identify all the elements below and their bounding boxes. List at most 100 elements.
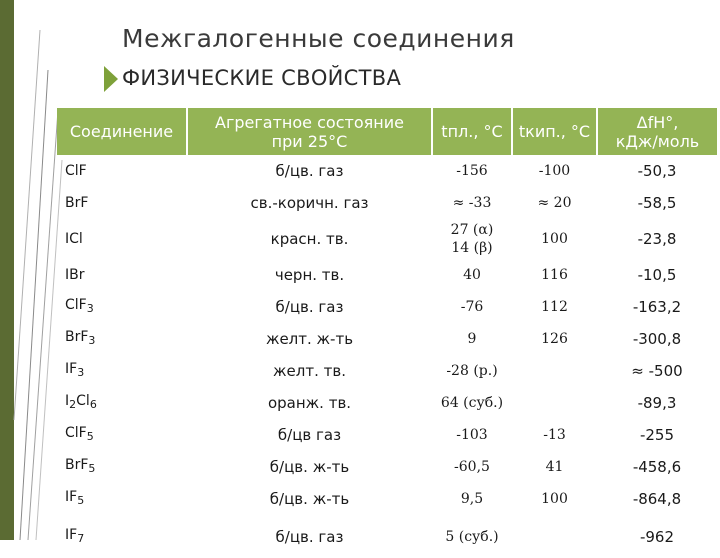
enthalpy-cell: ≈ -500 <box>631 362 683 380</box>
header-text-line: Соединение <box>69 122 174 141</box>
state-cell: б/цв. ж-ть <box>269 490 350 508</box>
enthalpy-cell: -23,8 <box>637 230 677 248</box>
table-row: ICl красн. тв. 27 (α) 14 (β) 100 -23,8 <box>57 219 717 259</box>
state-cell: желт. тв. <box>273 362 346 380</box>
melting-point-cell: -156 <box>432 155 512 187</box>
boiling-point-cell: 112 <box>541 299 568 315</box>
table-row: BrF3 желт. ж-ть 9 126 -300,8 <box>57 323 717 355</box>
state-cell: б/цв. газ <box>275 527 344 546</box>
melting-point-value: 9,5 <box>460 491 484 507</box>
header-compound: Соединение <box>57 108 188 155</box>
melting-point-cell: 9,5 <box>432 483 512 515</box>
table-row: ClF5 б/цв газ -103 -13 -255 <box>57 419 717 451</box>
boiling-point-cell: 126 <box>541 331 568 347</box>
melting-point-value: 27 (α) <box>450 222 494 238</box>
boiling-point-cell: -100 <box>538 163 571 179</box>
state-cell: б/цв. ж-ть <box>269 458 350 476</box>
state-cell: б/цв газ <box>277 426 342 444</box>
state-cell: св.-коричн. газ <box>250 194 369 212</box>
enthalpy-cell: -864,8 <box>632 490 682 508</box>
state-cell: черн. тв. <box>274 266 345 284</box>
boiling-point-cell <box>512 515 597 558</box>
header-row: Соединение Агрегатное состояние при 25°С tп… <box>57 108 717 155</box>
compound-cell: ClF3 <box>65 297 94 315</box>
enthalpy-cell: -255 <box>639 426 675 444</box>
melting-point-cell: -103 <box>432 419 512 451</box>
table-row: I2Cl6 оранж. тв. 64 (суб.) -89,3 <box>57 387 717 419</box>
enthalpy-cell: -300,8 <box>632 330 682 348</box>
header-enthalpy: ΔfH°, кДж/моль <box>597 108 717 155</box>
enthalpy-cell: -458,6 <box>632 458 682 476</box>
melting-point-value: -28 (р.) <box>446 363 498 379</box>
properties-table: Соединение Агрегатное состояние при 25°С tп… <box>57 108 717 558</box>
boiling-point-cell: -13 <box>543 427 566 443</box>
state-cell: оранж. тв. <box>267 394 352 412</box>
melting-point-cell: -28 (р.) <box>432 355 512 387</box>
boiling-point-cell: 116 <box>541 267 568 283</box>
enthalpy-cell: -50,3 <box>637 162 677 180</box>
header-boiling-point: tкип., °С <box>512 108 598 155</box>
melting-point-value: 9 <box>467 331 477 347</box>
header-text-line: ΔfH°, <box>636 112 679 132</box>
enthalpy-cell: -89,3 <box>637 394 677 412</box>
header-text-line: tкип., °С <box>518 122 591 141</box>
compound-cell: ICl <box>65 231 83 247</box>
compound-cell: ClF5 <box>65 425 94 443</box>
melting-point-value: ≈ -33 <box>452 195 492 211</box>
table-row: ClF3 б/цв. газ -76 112 -163,2 <box>57 291 717 323</box>
table-row: IF5 б/цв. ж-ть 9,5 100 -864,8 <box>57 483 717 515</box>
melting-point-value: -60,5 <box>454 459 490 475</box>
enthalpy-cell: -962 <box>639 527 675 546</box>
boiling-point-cell: ≈ 20 <box>537 195 572 211</box>
slide-title: Межгалогенные соединения <box>122 24 515 53</box>
boiling-point-cell <box>512 355 597 387</box>
header-text-line: Агрегатное состояние <box>215 112 404 132</box>
compound-cell: IF7 <box>65 526 85 545</box>
melting-point-cell: 9 <box>432 323 512 355</box>
melting-point-cell: -76 <box>432 291 512 323</box>
slide-subtitle: ФИЗИЧЕСКИЕ СВОЙСТВА <box>122 66 402 90</box>
state-cell: б/цв. газ <box>275 298 344 316</box>
melting-point-cell: ≈ -33 <box>432 187 512 219</box>
compound-cell: IF5 <box>65 489 85 507</box>
boiling-point-cell: 41 <box>545 459 564 475</box>
melting-point-value: 14 (β) <box>451 240 493 256</box>
enthalpy-cell: -163,2 <box>632 298 682 316</box>
boiling-point-cell: 100 <box>541 231 568 247</box>
boiling-point-cell <box>512 387 597 419</box>
decorative-lines <box>13 29 63 540</box>
compound-cell: I2Cl6 <box>65 393 97 411</box>
table-row: ClF б/цв. газ -156 -100 -50,3 <box>57 155 717 187</box>
table-row: IBr черн. тв. 40 116 -10,5 <box>57 259 717 291</box>
melting-point-value: 5 (суб.) <box>445 528 499 545</box>
melting-point-cell: 40 <box>432 259 512 291</box>
enthalpy-cell: -58,5 <box>637 194 677 212</box>
boiling-point-cell: 100 <box>541 491 568 507</box>
compound-cell: IBr <box>65 267 85 283</box>
table-row: IF3 желт. тв. -28 (р.) ≈ -500 <box>57 355 717 387</box>
compound-cell: BrF3 <box>65 329 96 347</box>
melting-point-cell: 64 (суб.) <box>432 387 512 419</box>
melting-point-value: -156 <box>456 163 488 179</box>
melting-point-cell: 27 (α) 14 (β) <box>432 219 512 259</box>
compound-cell: IF3 <box>65 361 85 379</box>
table-row: BrF св.-коричн. газ ≈ -33 ≈ 20 -58,5 <box>57 187 717 219</box>
header-text-line: tпл., °С <box>441 122 503 141</box>
compound-cell: ClF <box>65 163 87 179</box>
header-melting-point: tпл., °С <box>432 108 513 155</box>
melting-point-value: -76 <box>460 299 484 315</box>
header-text-line: кДж/моль <box>615 131 700 151</box>
table-body: ClF б/цв. газ -156 -100 -50,3 BrF св.-коричн. … <box>57 155 717 558</box>
melting-point-value: 40 <box>463 267 481 283</box>
header-state: Агрегатное состояние при 25°С <box>187 108 433 155</box>
table-header: Соединение Агрегатное состояние при 25°С tп… <box>57 108 717 155</box>
melting-point-cell: 5 (суб.) <box>432 515 512 558</box>
melting-point-value: 64 (суб.) <box>440 395 504 411</box>
melting-point-value: -103 <box>456 427 488 443</box>
table-row: BrF5 б/цв. ж-ть -60,5 41 -458,6 <box>57 451 717 483</box>
header-text-line: при 25°С <box>271 131 348 151</box>
state-cell: б/цв. газ <box>275 162 344 180</box>
compound-cell: BrF5 <box>65 457 96 475</box>
bullet-arrow-icon <box>104 66 118 92</box>
state-cell: желт. ж-ть <box>265 330 354 348</box>
